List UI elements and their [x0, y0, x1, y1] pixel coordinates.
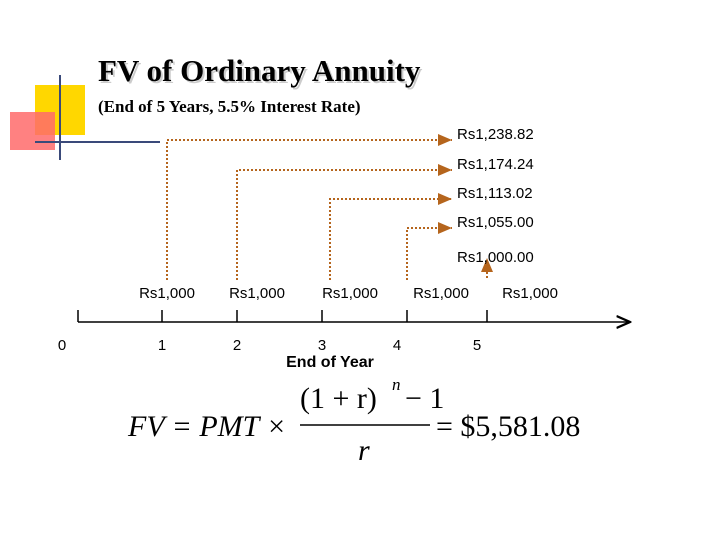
future-value: Rs1,174.24 — [457, 156, 534, 173]
title-shadow: FV of Ordinary Annuity — [100, 55, 423, 90]
payment: Rs1,000 — [413, 285, 469, 302]
year-label: 0 — [58, 337, 66, 354]
year-label: 1 — [158, 337, 166, 354]
payment: Rs1,000 — [139, 285, 195, 302]
future-value: Rs1,055.00 — [457, 214, 534, 231]
formula-minus-one: − 1 — [405, 382, 444, 415]
future-value: Rs1,000.00 — [457, 249, 534, 266]
payment: Rs1,000 — [229, 285, 285, 302]
timeline — [77, 310, 630, 322]
formula-denominator: r — [358, 434, 370, 467]
formula-result: = $5,581.08 — [436, 410, 580, 443]
formula-numerator: (1 + r) — [300, 382, 377, 415]
payment: Rs1,000 — [322, 285, 378, 302]
compounding-arrows — [166, 134, 493, 280]
year-label: 4 — [393, 337, 401, 354]
title: FV of Ordinary Annuity — [98, 53, 421, 88]
year-label: 2 — [233, 337, 241, 354]
decoration — [10, 75, 160, 160]
future-value: Rs1,238.82 — [457, 126, 534, 143]
year-label: 3 — [318, 337, 326, 354]
future-value: Rs1,113.02 — [457, 185, 533, 202]
axis-label: End of Year — [286, 354, 374, 371]
subtitle: (End of 5 Years, 5.5% Interest Rate) — [98, 97, 361, 116]
payment: Rs1,000 — [502, 285, 558, 302]
formula-exponent: n — [392, 375, 401, 394]
formula: FV = PMT × (1 + r) n − 1 r = $5,581.08 — [127, 375, 580, 467]
year-label: 5 — [473, 337, 481, 354]
formula-lhs: FV = PMT × — [127, 410, 287, 443]
